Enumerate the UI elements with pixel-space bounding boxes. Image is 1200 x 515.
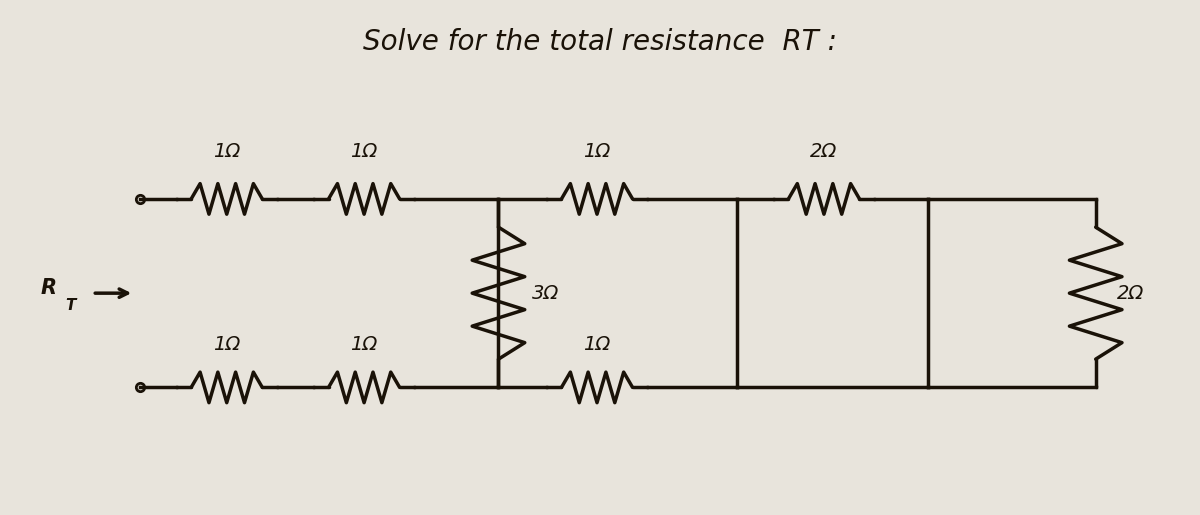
Text: 3Ω: 3Ω <box>532 284 559 303</box>
Text: 1Ω: 1Ω <box>214 335 240 354</box>
Text: Solve for the total resistance  RT :: Solve for the total resistance RT : <box>364 28 838 56</box>
Text: 1Ω: 1Ω <box>350 142 378 161</box>
Text: 1Ω: 1Ω <box>583 335 611 354</box>
Text: T: T <box>65 298 76 314</box>
Text: 2Ω: 2Ω <box>1117 284 1145 303</box>
Text: 1Ω: 1Ω <box>583 142 611 161</box>
Text: 1Ω: 1Ω <box>214 142 240 161</box>
Text: R: R <box>41 278 58 298</box>
Text: 2Ω: 2Ω <box>810 142 838 161</box>
Text: 1Ω: 1Ω <box>350 335 378 354</box>
